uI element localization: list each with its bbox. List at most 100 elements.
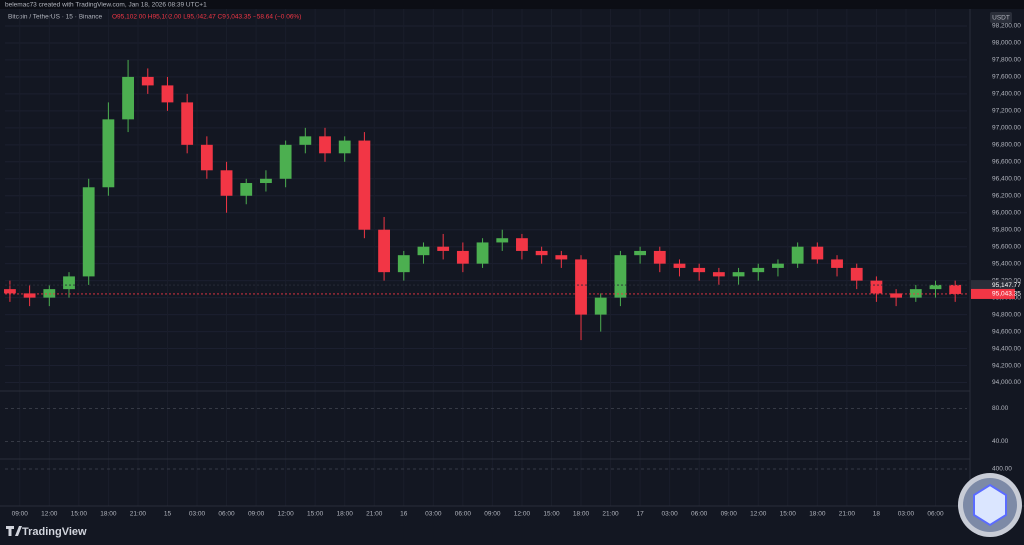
x-tick-label: 15:00: [543, 511, 560, 518]
x-tick-label: 18:00: [337, 511, 354, 518]
candle-body: [437, 246, 450, 251]
candle-body: [811, 246, 824, 260]
x-tick-label: 09:00: [248, 511, 265, 518]
y-tick-label: 96,400.00: [992, 175, 1021, 182]
candle-body: [82, 187, 95, 277]
price-tag: [971, 280, 1015, 291]
y-tick-label: 95,800.00: [992, 226, 1021, 233]
x-tick-label: 06:00: [218, 511, 235, 518]
y-tick-label: 97,800.00: [992, 57, 1021, 64]
x-tick-label: 12:00: [41, 511, 58, 518]
x-tick-label: 03:00: [189, 511, 206, 518]
candle-body: [693, 267, 706, 273]
y-tick-label: 94,000.00: [992, 379, 1021, 386]
candle-body: [772, 263, 784, 268]
candle-body: [732, 272, 745, 277]
candle-body: [909, 289, 922, 298]
candle-body: [319, 136, 331, 154]
y-tick-label: 96,200.00: [992, 192, 1021, 199]
caption: belemac73 created with TradingView.com, …: [5, 2, 207, 9]
candle-body: [279, 144, 292, 179]
y-tick-label: 96,600.00: [992, 159, 1021, 166]
x-tick-label: 12:00: [277, 511, 294, 518]
x-tick-label: 09:00: [12, 511, 29, 518]
x-tick-label: 06:00: [691, 511, 708, 518]
candle-body: [870, 280, 883, 294]
y-tick-label: 97,400.00: [992, 91, 1021, 98]
candle-body: [890, 293, 903, 298]
candle-body: [378, 229, 390, 273]
candle-body: [141, 76, 154, 86]
candle-body: [102, 119, 115, 188]
candle-body: [220, 170, 233, 196]
price-tag-label: 95,147.77: [992, 282, 1021, 289]
x-tick-label: 16: [400, 511, 408, 518]
y-tick-label: 95,600.00: [992, 243, 1021, 250]
candle-body: [23, 293, 36, 298]
y-tick-label: 98,200.00: [992, 23, 1021, 30]
candle-body: [791, 246, 804, 264]
symbol-title: Bitcoin / TetherUS · 15 · Binance: [8, 14, 103, 21]
candle-body: [181, 102, 194, 145]
y-tick-label: 97,200.00: [992, 108, 1021, 115]
x-tick-label: 09:00: [721, 511, 738, 518]
candle-body: [299, 136, 312, 145]
candle-body: [653, 250, 666, 264]
y-tick-label: 98,000.00: [992, 40, 1021, 47]
candle-body: [63, 276, 75, 290]
price-tag: [971, 288, 1015, 299]
x-tick-label: 03:00: [661, 511, 678, 518]
candle-body: [831, 259, 843, 268]
caption-bar: [0, 0, 1024, 9]
candle-body: [949, 284, 962, 294]
candle-body: [240, 183, 253, 196]
candle-body: [594, 297, 607, 315]
candle-body: [417, 246, 430, 256]
x-tick-label: 03:00: [898, 511, 915, 518]
candle-body: [929, 284, 942, 290]
candle-body: [200, 144, 213, 171]
candle-body: [43, 289, 56, 298]
pane-tick-label: 40.00: [992, 438, 1009, 445]
candle-body: [4, 289, 16, 294]
x-tick-label: 21:00: [366, 511, 383, 518]
currency-box: [990, 12, 1012, 23]
x-tick-label: 18:00: [573, 511, 590, 518]
candle-body: [614, 255, 627, 298]
x-tick-label: 03:00: [425, 511, 442, 518]
x-tick-label: 21:00: [602, 511, 619, 518]
candle-body: [555, 255, 568, 260]
x-tick-label: 15: [164, 511, 172, 518]
candle-body: [673, 263, 686, 268]
candle-body: [161, 85, 174, 103]
y-tick-label: 97,600.00: [992, 74, 1021, 81]
x-tick-label: 21:00: [839, 511, 856, 518]
x-tick-label: 18:00: [809, 511, 826, 518]
x-tick-label: 09:00: [484, 511, 501, 518]
candle-body: [397, 255, 410, 273]
footer-brand: TradingView: [22, 526, 87, 538]
candle-body: [850, 267, 863, 281]
y-tick-label: 95,400.00: [992, 260, 1021, 267]
x-tick-label: 17: [636, 511, 644, 518]
candle-body: [358, 140, 371, 230]
y-tick-label: 96,800.00: [992, 142, 1021, 149]
currency: USDT: [992, 15, 1010, 22]
y-tick-label: 94,800.00: [992, 311, 1021, 318]
price-tag-label: 95,043.35: [992, 291, 1021, 298]
candle-body: [496, 238, 509, 243]
y-tick-label: 96,000.00: [992, 209, 1021, 216]
candle-body: [122, 76, 134, 120]
candle-body: [575, 259, 587, 315]
ohlc-text: O95,102.00 H95,102.00 L95,042.47 C95,043…: [112, 14, 301, 21]
y-tick-label: 97,000.00: [992, 125, 1021, 132]
x-tick-label: 18:00: [100, 511, 117, 518]
x-tick-label: 15:00: [307, 511, 324, 518]
x-tick-label: 21:00: [130, 511, 147, 518]
x-tick-label: 15:00: [71, 511, 88, 518]
pane-tick-label: 80.00: [992, 405, 1009, 412]
x-tick-label: 06:00: [927, 511, 944, 518]
y-tick-label: 94,200.00: [992, 362, 1021, 369]
